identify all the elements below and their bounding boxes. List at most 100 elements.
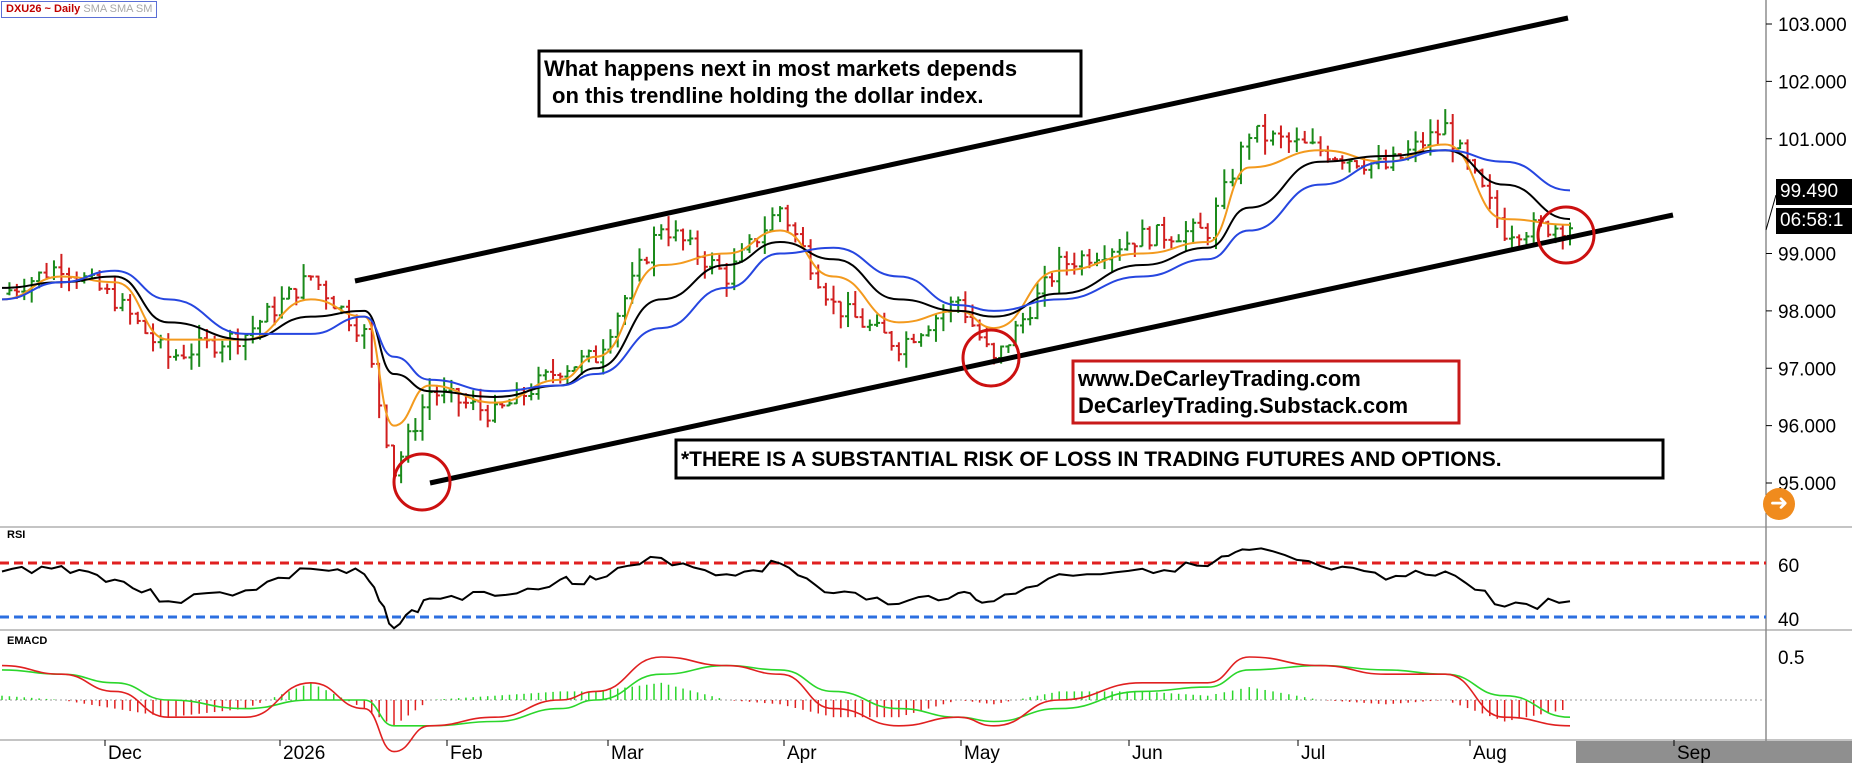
website-line-2: DeCarleyTrading.Substack.com bbox=[1078, 393, 1408, 418]
price-bar bbox=[1005, 344, 1012, 353]
price-bar bbox=[643, 256, 650, 265]
price-tick-label: 99.000 bbox=[1778, 245, 1836, 266]
price-bar bbox=[271, 296, 278, 326]
price-bar bbox=[1237, 141, 1244, 185]
price-bar bbox=[1346, 159, 1353, 173]
price-bar bbox=[1086, 248, 1093, 269]
price-bar bbox=[528, 383, 535, 401]
price-bar bbox=[1139, 219, 1146, 248]
price-bar bbox=[962, 291, 969, 324]
price-bar bbox=[910, 333, 917, 344]
price-bar bbox=[242, 333, 249, 361]
price-bar bbox=[1221, 169, 1228, 210]
price-bar bbox=[1530, 212, 1537, 244]
price-bar bbox=[600, 339, 607, 375]
headline-box bbox=[537, 49, 1083, 118]
price-bar bbox=[491, 394, 498, 423]
sma-fast-line bbox=[1, 143, 1571, 427]
price-bar bbox=[1508, 225, 1515, 249]
time-tick-label: Apr bbox=[787, 743, 817, 763]
price-bar bbox=[1048, 272, 1055, 287]
price-tick-label: 97.000 bbox=[1778, 359, 1836, 380]
headline-line-2: on this trendline holding the dollar ind… bbox=[552, 83, 983, 108]
future-shade-layer bbox=[1576, 741, 1852, 763]
price-bar bbox=[188, 343, 195, 370]
price-bar bbox=[1197, 212, 1204, 229]
price-bar bbox=[398, 451, 405, 484]
headline-line-1: What happens next in most markets depend… bbox=[544, 56, 1017, 81]
price-bar bbox=[564, 365, 571, 384]
low-circle-3 bbox=[1536, 205, 1596, 265]
price-bar bbox=[150, 323, 157, 352]
price-bar bbox=[629, 262, 636, 304]
price-bar bbox=[1153, 224, 1160, 247]
disclaimer-box bbox=[674, 438, 1665, 480]
price-bar bbox=[1175, 234, 1182, 243]
price-bar bbox=[792, 222, 799, 243]
price-bar bbox=[859, 308, 866, 328]
price-bar bbox=[36, 271, 43, 289]
price-bar bbox=[1190, 218, 1197, 244]
price-bar bbox=[1277, 125, 1284, 149]
future-time-shade bbox=[1576, 741, 1852, 763]
price-bar bbox=[1457, 139, 1464, 150]
rsi-pane bbox=[0, 547, 1766, 630]
price-bar bbox=[119, 293, 126, 312]
price-bar bbox=[903, 331, 910, 368]
price-tick-label: 101.000 bbox=[1778, 130, 1847, 151]
price-bar bbox=[219, 340, 226, 363]
price-bar bbox=[1285, 132, 1292, 153]
time-tick-label: Feb bbox=[450, 743, 483, 763]
symbol-name: DXU26 ~ Daily bbox=[6, 3, 81, 15]
price-bar bbox=[1293, 127, 1300, 153]
price-tick-label: 96.000 bbox=[1778, 417, 1836, 438]
price-bar bbox=[1078, 250, 1085, 276]
time-tick-label: May bbox=[964, 743, 1000, 763]
website-box bbox=[1071, 359, 1461, 425]
price-bar bbox=[1229, 168, 1236, 187]
low-circle-2 bbox=[961, 328, 1021, 388]
arrow-right-icon[interactable]: ➜ bbox=[1763, 488, 1795, 520]
price-bar bbox=[142, 319, 149, 335]
symbol-header[interactable]: DXU26 ~ Daily SMA SMA SM bbox=[1, 1, 158, 18]
price-bar bbox=[1182, 221, 1189, 252]
price-bar bbox=[1353, 160, 1360, 169]
price-bar bbox=[412, 418, 419, 441]
disclaimer-annotation: *THERE IS A SUBSTANTIAL RISK OF LOSS IN … bbox=[674, 438, 1665, 480]
indicator-list: SMA SMA SM bbox=[83, 3, 153, 15]
price-bar bbox=[323, 280, 330, 310]
price-tag-connector bbox=[1765, 194, 1777, 231]
price-bar bbox=[1479, 168, 1486, 188]
rsi-pane-title: RSI bbox=[7, 529, 25, 541]
price-bar bbox=[1382, 149, 1389, 170]
price-tick-label: 98.000 bbox=[1778, 302, 1836, 323]
price-bar bbox=[837, 300, 844, 329]
price-bar bbox=[196, 324, 203, 367]
price-bar bbox=[1309, 128, 1316, 145]
price-bar bbox=[1442, 109, 1449, 136]
price-bar bbox=[550, 358, 557, 384]
price-bar bbox=[1019, 312, 1026, 334]
sma-slow-line bbox=[1, 149, 1571, 393]
rsi-tick-label: 40 bbox=[1778, 610, 1799, 631]
price-bar bbox=[784, 204, 791, 233]
price-bar bbox=[716, 254, 723, 270]
macd-line bbox=[1, 656, 1571, 753]
price-bar bbox=[845, 291, 852, 328]
price-bar bbox=[1116, 238, 1123, 261]
time-tick-label: Mar bbox=[611, 743, 644, 763]
price-bar bbox=[1071, 252, 1078, 275]
price-bar bbox=[557, 372, 564, 384]
price-bar bbox=[866, 319, 873, 332]
price-bar bbox=[441, 377, 448, 404]
price-bar bbox=[895, 342, 902, 362]
low-circle-1 bbox=[392, 452, 452, 512]
time-tick-label: Sep bbox=[1677, 743, 1711, 763]
price-bar bbox=[419, 394, 426, 441]
price-bar bbox=[888, 330, 895, 351]
price-bar bbox=[264, 302, 271, 323]
macd-pane-title: EMACD bbox=[7, 635, 47, 647]
headline-annotation: What happens next in most markets depend… bbox=[537, 49, 1083, 118]
macd-tick-label: 0.5 bbox=[1778, 648, 1804, 669]
